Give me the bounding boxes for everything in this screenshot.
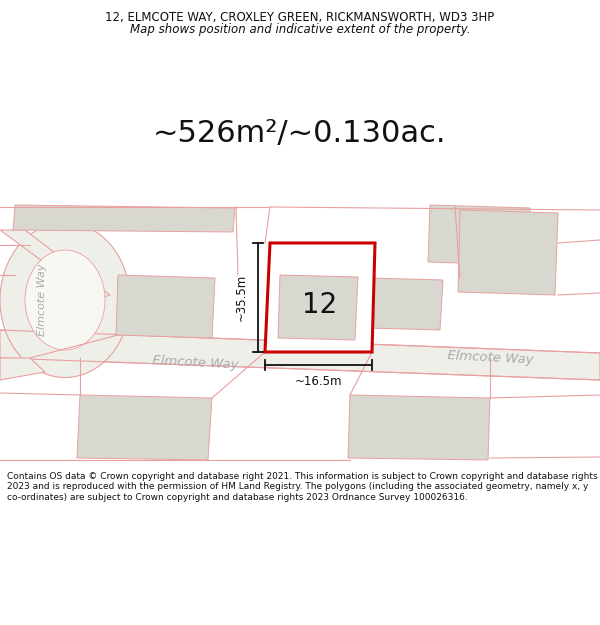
Polygon shape xyxy=(0,358,45,380)
Text: 12: 12 xyxy=(302,291,338,319)
Text: Map shows position and indicative extent of the property.: Map shows position and indicative extent… xyxy=(130,23,470,36)
Polygon shape xyxy=(0,330,600,380)
Text: ~35.5m: ~35.5m xyxy=(235,274,248,321)
Polygon shape xyxy=(0,230,110,300)
Ellipse shape xyxy=(0,222,130,378)
Text: Elmcote Way: Elmcote Way xyxy=(152,354,238,372)
Ellipse shape xyxy=(25,250,105,350)
Polygon shape xyxy=(265,243,375,352)
Polygon shape xyxy=(348,395,490,460)
Polygon shape xyxy=(77,395,212,460)
Text: Elmcote Way: Elmcote Way xyxy=(37,264,47,336)
Polygon shape xyxy=(278,275,358,340)
Polygon shape xyxy=(368,278,443,330)
Polygon shape xyxy=(13,205,235,232)
Polygon shape xyxy=(116,275,215,338)
Text: ~16.5m: ~16.5m xyxy=(295,375,342,388)
Text: Elmcote Way: Elmcote Way xyxy=(446,349,533,367)
Text: ~526m²/~0.130ac.: ~526m²/~0.130ac. xyxy=(153,119,447,148)
Text: 12, ELMCOTE WAY, CROXLEY GREEN, RICKMANSWORTH, WD3 3HP: 12, ELMCOTE WAY, CROXLEY GREEN, RICKMANS… xyxy=(106,11,494,24)
Polygon shape xyxy=(458,210,558,295)
Text: Contains OS data © Crown copyright and database right 2021. This information is : Contains OS data © Crown copyright and d… xyxy=(7,472,598,502)
Polygon shape xyxy=(428,205,530,265)
